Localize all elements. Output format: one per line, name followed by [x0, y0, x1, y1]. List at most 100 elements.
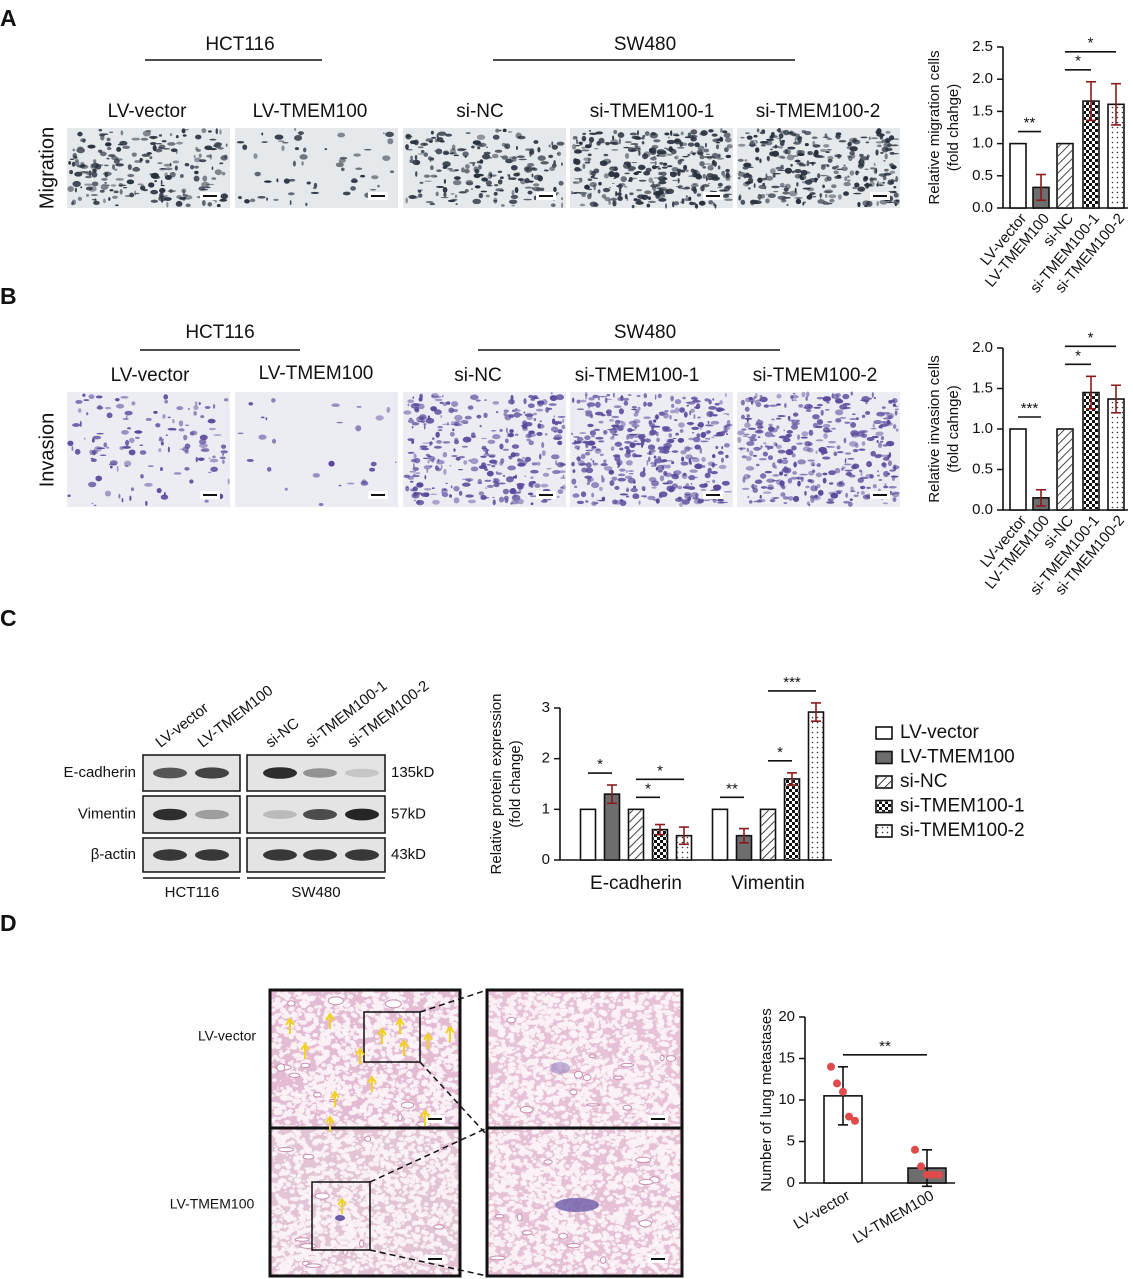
cell — [479, 424, 482, 428]
cell — [611, 433, 619, 436]
cell — [689, 201, 693, 203]
cell — [562, 418, 565, 423]
cell — [885, 130, 891, 134]
alveolus — [288, 1035, 294, 1040]
cell — [579, 143, 583, 146]
cell — [410, 195, 419, 199]
alveolus — [395, 1034, 401, 1039]
cell — [556, 141, 565, 146]
cell — [808, 161, 817, 164]
cell — [195, 134, 202, 140]
alveolus — [378, 1044, 383, 1048]
cell — [627, 394, 632, 396]
cell — [625, 460, 633, 466]
cell — [772, 474, 780, 477]
cell — [172, 160, 180, 164]
cell — [745, 456, 752, 461]
cell — [499, 428, 503, 432]
cell — [625, 469, 628, 474]
cell — [650, 156, 657, 161]
cell — [458, 191, 467, 194]
cell — [122, 186, 128, 189]
cell — [577, 447, 580, 451]
cell — [843, 181, 851, 187]
cell — [456, 148, 466, 152]
cell — [453, 154, 459, 157]
cell — [894, 202, 898, 206]
cell — [712, 484, 722, 491]
cell — [629, 450, 636, 452]
cell — [484, 487, 488, 489]
cell — [586, 188, 593, 191]
alveolus — [360, 1085, 363, 1088]
cell — [699, 132, 707, 136]
cell — [152, 144, 157, 152]
cell — [462, 422, 469, 424]
cell — [124, 194, 132, 198]
alveolus — [303, 1005, 307, 1008]
cell — [822, 201, 828, 205]
alveolus — [379, 1070, 383, 1073]
cell — [609, 166, 618, 172]
alveolus — [398, 1084, 405, 1089]
cell — [210, 466, 218, 472]
cell — [157, 162, 163, 165]
cell — [209, 138, 217, 141]
alveolus — [317, 1076, 325, 1082]
cell — [673, 171, 681, 176]
cell — [847, 179, 851, 182]
alveolus — [295, 1025, 302, 1031]
alveolus — [341, 1042, 347, 1047]
cell — [643, 496, 647, 498]
cell — [74, 187, 77, 193]
micrograph — [67, 128, 230, 208]
cell — [783, 501, 788, 505]
cell — [119, 446, 125, 450]
alveolus — [383, 995, 385, 997]
cell — [813, 406, 821, 409]
alveolus — [393, 1092, 396, 1094]
alveolus — [359, 1070, 365, 1075]
cell — [653, 139, 661, 143]
cell — [117, 144, 124, 146]
cell — [629, 429, 636, 431]
alveolus — [377, 1079, 382, 1083]
cell — [721, 445, 724, 450]
alveolus — [663, 1072, 666, 1075]
cell — [763, 404, 770, 408]
cell — [99, 454, 107, 457]
cell — [499, 129, 502, 132]
cell — [446, 422, 450, 426]
cell — [609, 436, 615, 440]
cell — [722, 130, 728, 134]
cell — [869, 167, 876, 170]
alveolus — [338, 1006, 344, 1011]
alveolus — [366, 1042, 373, 1048]
cell — [613, 177, 617, 180]
cell — [611, 149, 619, 151]
cell — [546, 467, 552, 470]
alveolus — [554, 1004, 558, 1007]
cell — [198, 186, 206, 191]
cell — [429, 493, 438, 496]
cell — [126, 427, 132, 430]
alveolus — [389, 993, 394, 997]
cell — [271, 398, 276, 403]
cell — [599, 453, 604, 457]
alveolus — [318, 995, 321, 998]
alveolus — [271, 1101, 276, 1106]
alveolus — [291, 1113, 295, 1117]
cell — [452, 428, 455, 432]
cell — [533, 174, 543, 181]
cell — [465, 132, 471, 134]
cell — [633, 198, 638, 201]
cell — [423, 174, 431, 178]
cell — [237, 432, 244, 435]
alveolus — [334, 1021, 339, 1025]
cell — [654, 160, 657, 166]
cell — [753, 200, 762, 205]
cell — [689, 469, 698, 473]
cell — [125, 439, 130, 447]
alveolus — [446, 1104, 452, 1110]
cell — [699, 483, 708, 488]
